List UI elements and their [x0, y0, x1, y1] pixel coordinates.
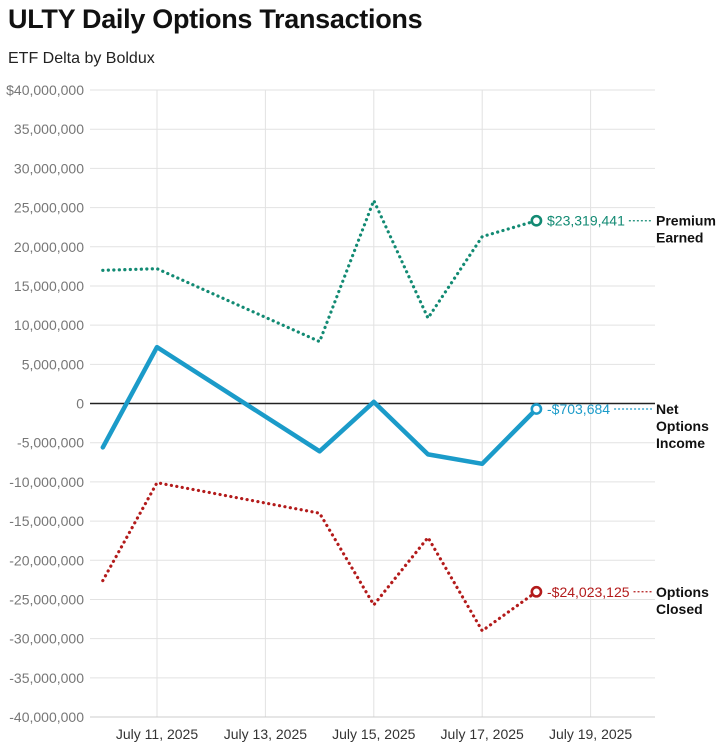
end-labels: $23,319,441 Premium Earned-$703,684 Net Opti… [530, 213, 716, 617]
y-tick-label: -35,000,000 [9, 670, 84, 686]
y-tick-label: 0 [76, 396, 84, 412]
series-end-marker [530, 585, 543, 598]
series-line [100, 344, 539, 467]
series-name-line: Income [656, 435, 705, 451]
y-tick-label: 30,000,000 [14, 160, 84, 176]
y-tick-label: -40,000,000 [9, 709, 84, 725]
series-name-line: Options [656, 418, 709, 434]
y-tick-label: 15,000,000 [14, 278, 84, 294]
y-tick-label: -5,000,000 [17, 435, 84, 451]
y-tick-label: -30,000,000 [9, 631, 84, 647]
y-tick-label: -20,000,000 [9, 552, 84, 568]
y-axis: $40,000,000 35,000,000 30,000,000 25,000,00… [6, 82, 84, 725]
y-tick-label: $40,000,000 [6, 82, 84, 98]
series-line [101, 198, 539, 344]
y-tick-label: -15,000,000 [9, 513, 84, 529]
series-value-label: -$703,684 [547, 401, 610, 417]
chart-subtitle: ETF Delta by Boldux [8, 50, 155, 67]
series-name-line: Net [656, 401, 679, 417]
series-name-line: Earned [656, 230, 703, 246]
series-value-label: $23,319,441 [547, 213, 625, 229]
series-name-line: Options [656, 584, 709, 600]
x-tick-label: July 13, 2025 [224, 726, 307, 742]
series-line [101, 481, 539, 633]
y-tick-label: 5,000,000 [22, 356, 84, 372]
x-tick-label: July 11, 2025 [116, 726, 198, 742]
x-tick-label: July 19, 2025 [549, 726, 632, 742]
y-tick-label: -10,000,000 [9, 474, 84, 490]
series-value-label: -$24,023,125 [547, 584, 630, 600]
series-name-label: Net Options Income [656, 401, 709, 451]
grid-lines [90, 89, 655, 718]
series-layer [100, 198, 539, 633]
series-name-label: Premium Earned [656, 213, 716, 246]
series-end-marker [530, 403, 543, 415]
series-name-line: Premium [656, 213, 716, 229]
y-tick-label: 10,000,000 [14, 317, 84, 333]
chart-title: ULTY Daily Options Transactions [8, 4, 423, 34]
x-tick-label: July 15, 2025 [332, 726, 415, 742]
series-end-marker [530, 214, 543, 227]
x-tick-label: July 17, 2025 [441, 726, 524, 742]
y-tick-label: 20,000,000 [14, 239, 84, 255]
y-tick-label: -25,000,000 [9, 591, 84, 607]
y-tick-label: 25,000,000 [14, 200, 84, 216]
series-name-label: Options Closed [656, 584, 709, 617]
x-axis: July 11, 2025 July 13, 2025 July 15, 2025 J… [90, 716, 655, 742]
y-tick-label: 35,000,000 [14, 121, 84, 137]
series-name-line: Closed [656, 601, 703, 617]
